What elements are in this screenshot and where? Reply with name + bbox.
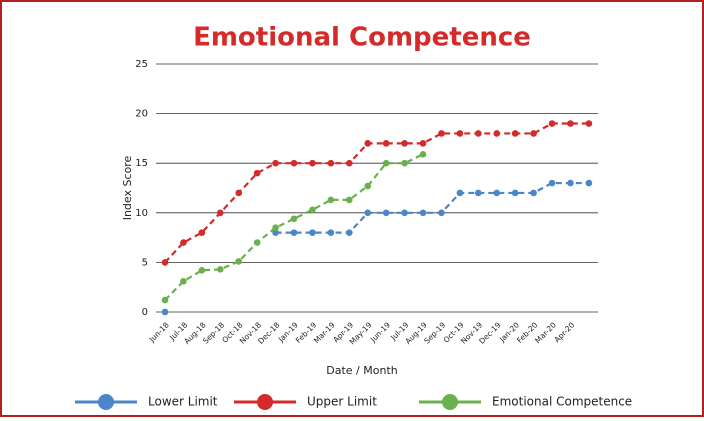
data-point — [456, 130, 464, 137]
data-point — [346, 159, 353, 167]
chart-title: Emotional Competence — [193, 23, 531, 53]
y-tick-label: 0 — [142, 307, 148, 318]
data-point — [419, 140, 427, 147]
data-point — [438, 130, 445, 137]
legend-label: Emotional Competence — [492, 395, 632, 409]
data-point — [290, 159, 298, 167]
data-point — [235, 189, 243, 197]
data-point — [161, 296, 169, 304]
data-point — [272, 224, 279, 231]
y-tick-label: 15 — [135, 158, 148, 169]
data-point — [401, 140, 408, 147]
data-point — [548, 179, 556, 187]
data-point — [475, 189, 482, 197]
y-tick-label: 25 — [135, 59, 148, 70]
data-point — [382, 159, 390, 167]
data-point — [364, 209, 372, 217]
data-point — [253, 239, 261, 246]
legend-marker — [98, 394, 114, 410]
data-point — [364, 182, 372, 190]
data-point — [585, 120, 593, 127]
data-point — [161, 308, 169, 316]
data-point — [309, 229, 316, 236]
data-point — [530, 130, 537, 137]
legend-marker — [257, 394, 273, 410]
data-point — [161, 259, 169, 266]
data-point — [290, 215, 298, 223]
data-point — [216, 266, 224, 273]
data-point — [419, 209, 427, 217]
data-point — [456, 189, 464, 197]
data-point — [180, 239, 187, 246]
data-point — [346, 229, 353, 236]
data-point — [272, 159, 279, 167]
x-axis-label: Date / Month — [326, 364, 397, 377]
data-point — [364, 140, 372, 147]
data-point — [438, 209, 445, 217]
data-point — [585, 179, 593, 187]
y-axis-label: Index Score — [121, 155, 134, 220]
data-point — [253, 169, 261, 177]
data-point — [198, 267, 206, 274]
data-point — [401, 209, 408, 217]
data-point — [511, 130, 519, 137]
data-point — [419, 150, 427, 158]
data-point — [235, 258, 243, 265]
legend-label: Upper Limit — [307, 395, 377, 409]
y-tick-label: 20 — [135, 109, 148, 120]
data-point — [567, 179, 574, 187]
data-point — [530, 189, 537, 197]
series-line — [164, 153, 424, 301]
data-point — [567, 120, 574, 127]
data-point — [327, 196, 335, 204]
data-point — [327, 159, 335, 167]
data-point — [309, 159, 316, 167]
data-point — [382, 140, 390, 147]
data-point — [272, 229, 279, 236]
data-point — [493, 130, 501, 137]
data-point — [493, 189, 501, 197]
data-point — [346, 196, 353, 204]
data-point — [290, 229, 298, 236]
data-point — [327, 229, 335, 236]
legend-label: Lower Limit — [148, 395, 218, 409]
data-point — [216, 209, 224, 217]
legend-marker — [442, 394, 458, 410]
y-tick-label: 5 — [142, 257, 148, 268]
data-point — [198, 229, 206, 236]
data-point — [475, 130, 482, 137]
data-point — [548, 120, 556, 127]
data-point — [180, 277, 187, 285]
data-point — [309, 206, 316, 214]
data-point — [382, 209, 390, 217]
data-point — [511, 189, 519, 197]
data-point — [401, 159, 408, 167]
y-tick-label: 10 — [135, 208, 148, 219]
